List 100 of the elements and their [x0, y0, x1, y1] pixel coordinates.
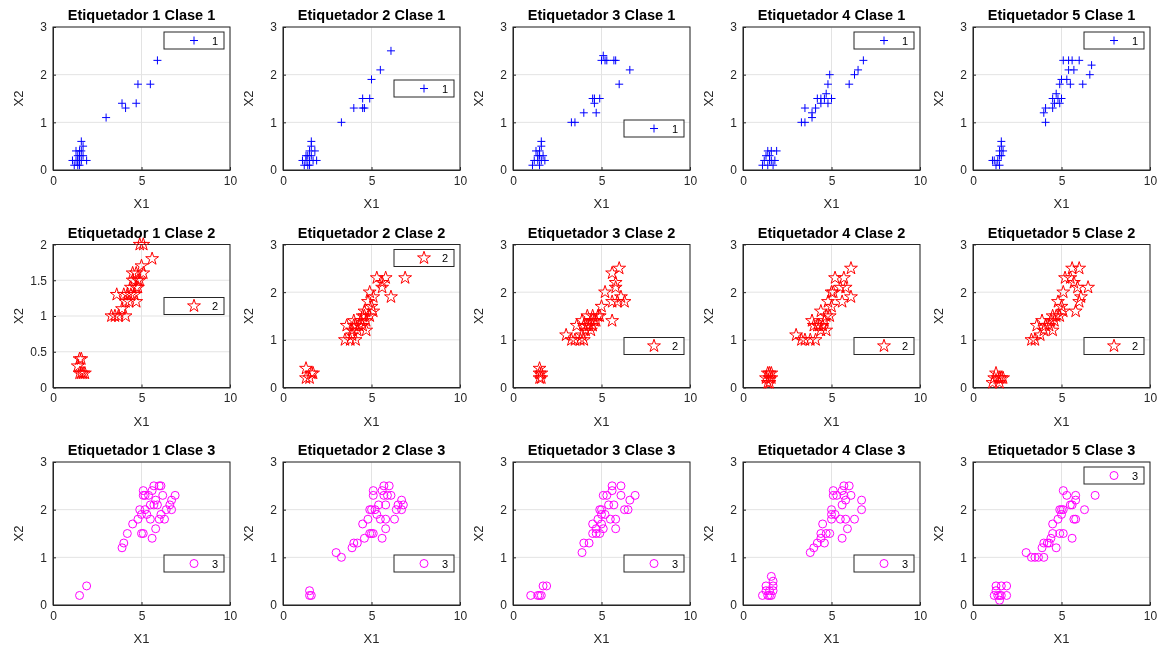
x-tick-label: 5	[138, 391, 146, 406]
point	[133, 79, 143, 89]
point	[992, 375, 1007, 389]
point	[828, 490, 838, 500]
chart-title: Etiquetador 2 Clase 2	[297, 224, 446, 241]
point	[129, 265, 144, 280]
x-axis-title: X1	[1053, 196, 1070, 211]
point	[836, 270, 851, 284]
point	[823, 79, 833, 89]
point	[375, 275, 390, 289]
point	[816, 529, 826, 538]
point	[605, 294, 620, 308]
point	[372, 509, 382, 519]
point	[538, 581, 548, 591]
point	[805, 313, 819, 327]
y-tick-label: 1	[270, 333, 278, 348]
point	[122, 294, 137, 308]
y-axis-title: X2	[931, 90, 946, 107]
point	[397, 495, 407, 505]
legend-label: 2	[901, 340, 908, 352]
legend-label: 1	[671, 122, 678, 135]
y-axis-title: X2	[701, 90, 716, 107]
point	[808, 332, 823, 346]
point	[104, 308, 119, 322]
point	[1042, 318, 1057, 332]
point	[1090, 490, 1100, 500]
chart-title: Etiquetador 1 Clase 3	[67, 442, 216, 458]
point	[1048, 103, 1058, 113]
point	[375, 65, 385, 75]
point	[611, 524, 621, 534]
y-tick-label: 2	[500, 68, 508, 83]
point	[375, 514, 385, 524]
point	[1056, 284, 1071, 299]
y-tick-label: 1	[500, 333, 508, 348]
x-tick-label: 5	[828, 391, 836, 406]
point	[145, 514, 155, 524]
point	[837, 533, 847, 543]
chart-title: Etiquetador 1 Clase 1	[67, 7, 216, 23]
point	[819, 323, 834, 337]
point	[832, 490, 842, 500]
point	[384, 481, 394, 491]
point	[170, 490, 180, 500]
point	[119, 538, 129, 548]
point	[579, 108, 589, 118]
point	[1028, 332, 1042, 346]
point	[844, 261, 858, 275]
point	[1053, 514, 1063, 524]
point	[302, 370, 317, 384]
x-tick-label: 5	[828, 173, 836, 188]
y-tick-label: 0	[270, 598, 278, 613]
legend-label: 2	[671, 340, 678, 352]
point	[614, 289, 628, 303]
point	[591, 524, 601, 534]
x-axis-title: X1	[1053, 413, 1070, 429]
point	[118, 294, 133, 308]
y-tick-label: 0	[960, 380, 968, 395]
point	[127, 287, 142, 301]
point	[807, 108, 817, 118]
point	[809, 543, 819, 553]
y-tick-label: 3	[40, 20, 48, 35]
point	[607, 481, 617, 491]
y-tick-label: 2	[960, 285, 968, 300]
point	[366, 303, 381, 318]
point	[757, 590, 767, 600]
point	[336, 117, 346, 127]
y-tick-label: 3	[500, 237, 508, 252]
point	[338, 332, 352, 346]
point	[1036, 323, 1051, 337]
point	[1051, 294, 1065, 308]
x-tick-label: 0	[50, 391, 58, 406]
point	[390, 514, 400, 524]
point	[1043, 313, 1058, 327]
y-tick-label: 1	[960, 333, 968, 348]
point	[591, 529, 601, 538]
point	[811, 103, 821, 113]
point	[825, 529, 835, 538]
point	[817, 313, 832, 327]
point	[591, 108, 601, 118]
point	[612, 261, 627, 275]
x-axis-title: X1	[133, 196, 150, 211]
point	[1054, 299, 1069, 313]
point	[145, 251, 160, 265]
chart-title: Etiquetador 2 Clase 3	[297, 442, 446, 458]
y-tick-label: 3	[960, 455, 968, 470]
point	[828, 270, 842, 284]
point	[1039, 108, 1049, 118]
chart-title: Etiquetador 4 Clase 1	[757, 7, 906, 23]
point	[827, 505, 836, 515]
point	[375, 280, 390, 294]
y-tick-label: 2	[40, 503, 48, 518]
point	[813, 323, 828, 337]
point	[1081, 280, 1095, 294]
point	[761, 586, 771, 596]
y-tick-label: 2	[500, 285, 508, 300]
point	[1002, 581, 1012, 591]
x-tick-label: 10	[913, 173, 928, 188]
point	[607, 486, 617, 496]
point	[1072, 294, 1087, 308]
y-tick-label: 3	[730, 455, 738, 470]
point	[1058, 486, 1068, 496]
